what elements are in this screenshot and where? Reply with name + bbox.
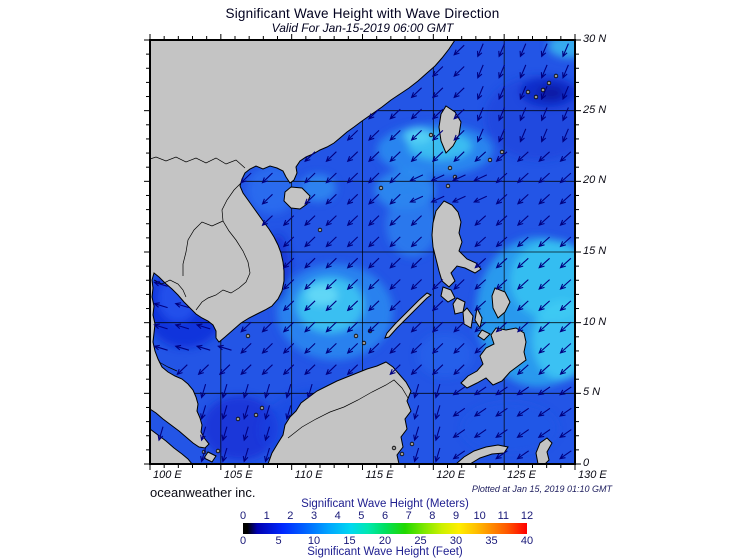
lat-tick-label: 5 N: [583, 386, 601, 399]
lat-tick-label: 0: [583, 457, 590, 469]
wave-map-canvas: [144, 34, 581, 470]
meters-tick: 0: [239, 510, 247, 522]
lat-tick-label: 10 N: [583, 315, 607, 328]
meters-tick: 5: [358, 510, 365, 522]
feet-tick: 15: [343, 535, 356, 547]
meters-tick: 11: [497, 510, 510, 522]
feet-tick: 25: [414, 535, 427, 547]
provider-credit: oceanweather inc.: [150, 485, 256, 500]
lat-tick-label: 30 N: [583, 33, 607, 45]
meters-tick: 4: [334, 510, 341, 522]
lon-tick-label: 100 E: [153, 469, 182, 481]
feet-tick: 35: [485, 535, 498, 547]
colorbar-feet-label: Significant Wave Height (Feet): [307, 546, 463, 558]
meters-tick: 6: [381, 510, 389, 522]
feet-tick: 20: [378, 535, 392, 547]
valid-time-subtitle: Valid For Jan-15-2019 06:00 GMT: [271, 21, 454, 35]
meters-tick: 8: [429, 510, 436, 522]
lat-tick-label: 15 N: [583, 245, 607, 257]
wave-map: [140, 30, 585, 474]
wave-direction-arrows: [153, 43, 572, 463]
meters-tick: 12: [520, 510, 534, 522]
meters-tick: 3: [310, 510, 318, 522]
lon-tick-label: 130 E: [578, 469, 607, 481]
lat-tick-label: 20 N: [583, 174, 607, 187]
meters-tick: 10: [473, 510, 486, 522]
lon-tick-label: 120 E: [436, 469, 466, 481]
meters-tick: 7: [405, 510, 412, 522]
lon-tick-label: 125 E: [507, 469, 536, 481]
feet-tick: 40: [520, 535, 534, 547]
meters-tick: 9: [452, 510, 460, 522]
plotted-timestamp: Plotted at Jan 15, 2019 01:10 GMT: [471, 484, 612, 494]
lat-tick-label: 25 N: [583, 103, 607, 116]
lon-tick-label: 115 E: [365, 469, 394, 481]
feet-tick: 0: [239, 535, 247, 547]
feet-tick: 30: [449, 535, 463, 547]
feet-tick: 5: [275, 535, 282, 547]
colorbar-meters-label: Significant Wave Height (Meters): [301, 498, 469, 510]
page-title: Significant Wave Height with Wave Direct…: [225, 6, 500, 21]
meters-tick: 1: [263, 510, 270, 522]
meters-tick: 2: [287, 510, 294, 522]
land-layer: [150, 40, 559, 464]
lon-tick-label: 110 E: [294, 469, 323, 481]
lon-tick-label: 105 E: [223, 469, 253, 481]
feet-tick: 10: [307, 535, 321, 547]
colorbar: [243, 523, 527, 534]
